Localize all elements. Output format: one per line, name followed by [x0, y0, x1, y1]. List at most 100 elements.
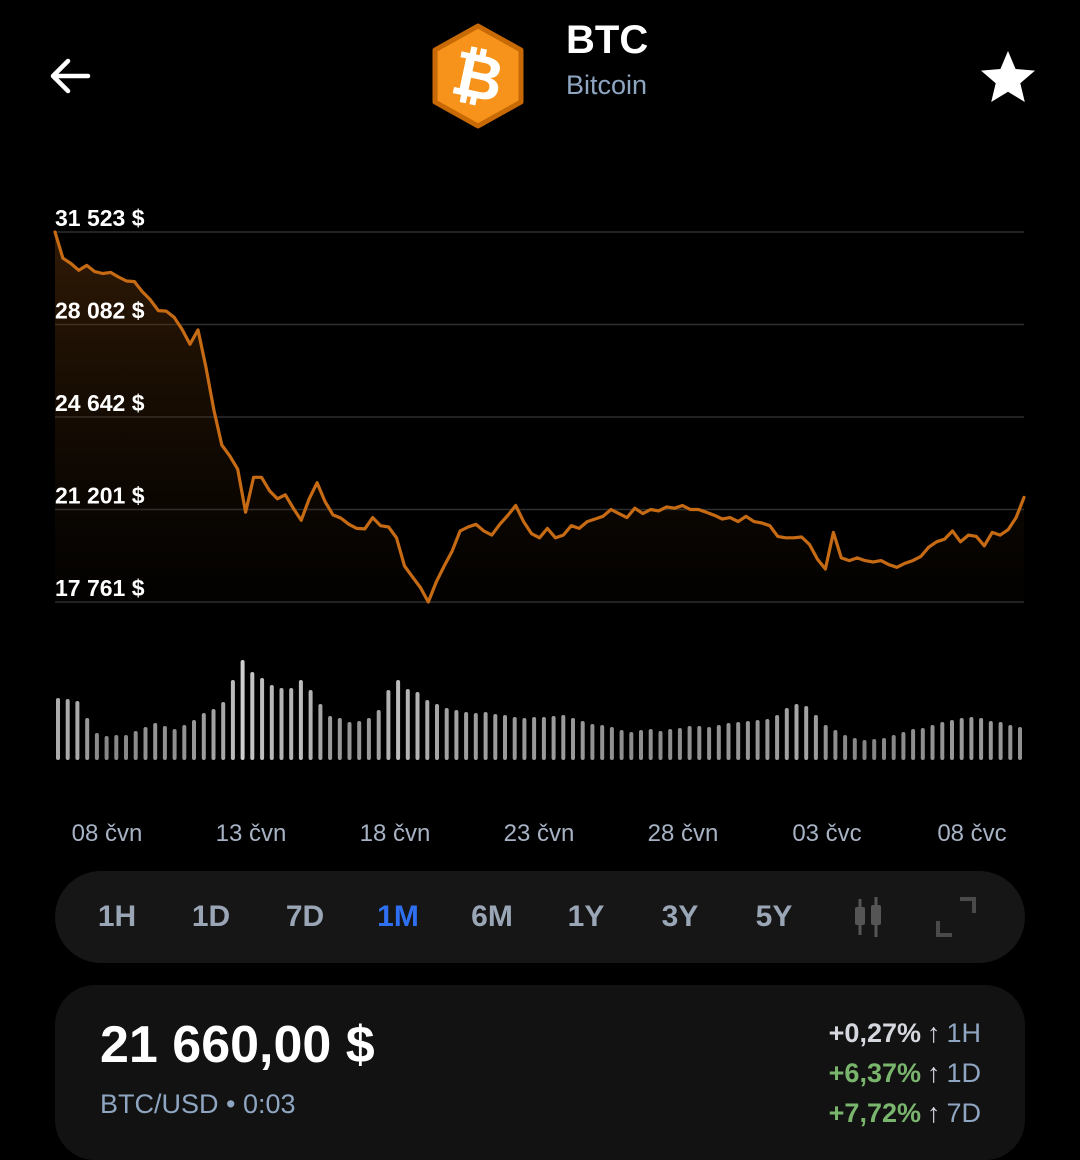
range-3y-button[interactable]: 3Y: [661, 900, 699, 933]
range-7d-button[interactable]: 7D: [285, 900, 325, 933]
volume-bar: [405, 689, 410, 760]
back-button[interactable]: [44, 52, 96, 100]
volume-bar: [823, 725, 828, 760]
up-arrow-icon: ↑: [926, 1098, 941, 1128]
volume-bar: [260, 678, 265, 760]
volume-bar: [366, 718, 371, 760]
fullscreen-icon: [936, 897, 976, 937]
volume-bar: [609, 727, 614, 760]
volume-bar: [813, 715, 818, 760]
fullscreen-button[interactable]: [934, 895, 978, 939]
range-1d-button[interactable]: 1D: [191, 900, 231, 933]
volume-bar: [201, 713, 206, 760]
volume-bar: [677, 728, 682, 760]
change-period: 7D: [946, 1098, 981, 1128]
volume-bar: [308, 690, 313, 760]
volume-bar: [639, 730, 643, 760]
up-arrow-icon: ↑: [926, 1018, 941, 1048]
volume-bar: [736, 722, 741, 760]
x-tick-label: 28 čvn: [648, 820, 719, 847]
change-period: 1H: [946, 1018, 981, 1048]
volume-bar: [687, 726, 692, 760]
volume-bar: [104, 736, 109, 760]
volume-bar: [503, 715, 507, 760]
volume-bar: [969, 717, 974, 760]
price-chart[interactable]: 31 523 $ 28 082 $ 24 642 $ 21 201 $ 17 761 $…: [0, 160, 1080, 860]
volume-bar: [279, 688, 284, 760]
volume-bar: [794, 704, 799, 760]
y-tick-label: 28 082 $: [55, 298, 145, 324]
range-1y-button[interactable]: 1Y: [567, 900, 605, 933]
volume-bar: [464, 712, 469, 760]
y-tick-label: 24 642 $: [55, 390, 145, 416]
volume-bar: [162, 726, 167, 760]
volume-bar: [114, 735, 119, 760]
volume-bar: [240, 660, 245, 760]
price-area: [55, 232, 1024, 602]
change-value: +0,27%: [828, 1018, 921, 1048]
volume-bar: [775, 715, 780, 760]
candlestick-icon: [855, 897, 881, 937]
volume-bar: [211, 709, 216, 760]
volume-bar: [648, 729, 653, 760]
volume-bar: [396, 680, 401, 760]
volume-bar: [94, 733, 99, 760]
volume-bar: [930, 725, 935, 760]
coin-name: Bitcoin: [566, 70, 648, 100]
range-1m-button[interactable]: 1M: [377, 900, 419, 933]
volume-bar: [65, 699, 70, 760]
volume-bar: [561, 715, 566, 760]
volume-bar: [716, 725, 721, 760]
up-arrow-icon: ↑: [926, 1058, 941, 1088]
pair-and-time: BTC/USD • 0:03: [100, 1089, 296, 1119]
volume-bar: [1018, 727, 1022, 760]
range-6m-button[interactable]: 6M: [471, 900, 513, 933]
change-period: 1D: [946, 1058, 981, 1088]
volume-bar: [882, 738, 886, 760]
change-value: +6,37%: [828, 1058, 921, 1088]
volume-bar: [755, 720, 760, 760]
favorite-button[interactable]: [978, 48, 1038, 104]
volume-bar: [153, 723, 158, 760]
x-tick-label: 18 čvn: [360, 820, 431, 847]
volume-bar: [745, 721, 750, 760]
arrow-left-icon: [50, 58, 91, 94]
volume-bar: [532, 717, 537, 760]
volume-bar: [891, 735, 896, 760]
price-changes: +0,27% ↑ 1H +6,37% ↑ 1D +7,72% ↑ 7D: [829, 1013, 981, 1133]
volume-bar: [376, 710, 381, 760]
volume-bar: [920, 728, 925, 760]
chart-svg: 31 523 $ 28 082 $ 24 642 $ 21 201 $ 17 761 $…: [53, 205, 1026, 847]
volume-bar: [697, 726, 702, 760]
volume-bar: [318, 704, 323, 760]
volume-bar: [522, 718, 527, 760]
volume-bar: [473, 713, 478, 760]
range-1h-button[interactable]: 1H: [97, 900, 137, 933]
y-tick-label: 17 761 $: [55, 575, 145, 601]
volume-bar: [386, 690, 391, 760]
y-tick-label: 31 523 $: [55, 205, 145, 231]
volume-bar: [269, 685, 274, 760]
x-tick-label: 08 čvn: [72, 820, 143, 847]
volume-bar: [580, 721, 585, 760]
volume-bar: [337, 718, 342, 760]
volume-bar: [852, 738, 857, 760]
volume-bar: [512, 717, 517, 760]
volume-bar: [600, 725, 605, 760]
volume-bar: [541, 717, 546, 760]
range-5y-button[interactable]: 5Y: [755, 900, 793, 933]
volume-bar: [571, 718, 575, 760]
x-tick-label: 08 čvc: [937, 820, 1006, 847]
volume-bar: [250, 672, 255, 760]
volume-bar: [289, 688, 294, 760]
volume-bar: [425, 700, 430, 760]
volume-bar: [911, 729, 916, 760]
volume-bar: [901, 732, 906, 760]
candlestick-toggle-button[interactable]: [846, 895, 890, 939]
volume-bar: [415, 692, 420, 760]
volume-bar: [707, 727, 712, 760]
volume-bar: [221, 702, 226, 760]
volume-bar: [959, 718, 964, 760]
x-tick-label: 03 čvc: [792, 820, 861, 847]
volume-bar: [658, 731, 663, 760]
